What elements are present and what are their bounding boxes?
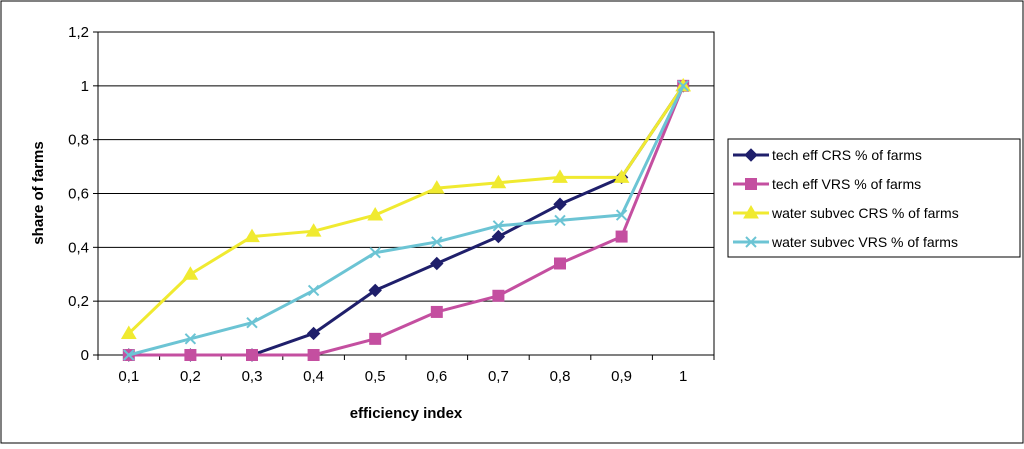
data-point bbox=[368, 283, 382, 298]
data-point bbox=[123, 349, 135, 361]
data-point bbox=[744, 148, 758, 162]
data-point bbox=[305, 223, 322, 237]
data-point bbox=[367, 207, 384, 221]
data-point bbox=[743, 205, 759, 219]
data-point bbox=[615, 209, 628, 221]
data-point bbox=[430, 256, 444, 271]
x-tick-label: 0,5 bbox=[365, 368, 386, 385]
data-point bbox=[307, 284, 320, 297]
data-point bbox=[554, 214, 566, 227]
x-axis-title: efficiency index bbox=[350, 405, 463, 422]
data-point bbox=[182, 266, 199, 280]
x-tick-label: 0,3 bbox=[242, 368, 263, 385]
y-tick-label: 0,8 bbox=[68, 132, 89, 149]
data-point bbox=[307, 349, 320, 361]
data-point bbox=[306, 326, 321, 341]
legend-entry: water subvec VRS % of farms bbox=[733, 234, 958, 250]
legend-box bbox=[727, 138, 1021, 258]
y-tick-label: 1,2 bbox=[68, 24, 89, 41]
x-tick-label: 0,4 bbox=[303, 368, 324, 385]
y-tick-label: 0,4 bbox=[68, 239, 89, 256]
x-axis-ticks: 0,1 0,2 0,3 0,4 0,5 0,6 0,7 0,8 0,9 1 bbox=[97, 355, 715, 385]
series-line bbox=[127, 84, 685, 335]
data-point bbox=[552, 169, 568, 183]
legend-label: water subvec VRS % of farms bbox=[771, 234, 958, 250]
x-tick-label: 0,9 bbox=[611, 368, 632, 385]
legend-entry: water subvec CRS % of farms bbox=[733, 205, 959, 221]
y-axis-title: share of farms bbox=[30, 141, 47, 244]
x-tick-label: 0,1 bbox=[118, 368, 139, 385]
series-4 bbox=[123, 80, 689, 361]
data-point bbox=[490, 174, 507, 189]
data-point bbox=[246, 316, 258, 329]
data-point bbox=[745, 178, 757, 190]
y-axis-ticks: 0 0,2 0,4 0,6 0,8 1 1,2 bbox=[68, 24, 98, 364]
x-tick-label: 0,8 bbox=[550, 368, 571, 385]
data-point bbox=[492, 289, 505, 302]
series-line bbox=[128, 85, 685, 357]
data-point bbox=[246, 349, 258, 361]
data-point bbox=[184, 333, 197, 345]
data-point bbox=[553, 197, 567, 211]
data-point bbox=[491, 229, 506, 244]
legend: tech eff CRS % of farms tech eff VRS % of… bbox=[727, 138, 1021, 258]
x-tick-label: 1 bbox=[679, 368, 687, 385]
data-point bbox=[613, 169, 630, 183]
legend-entry: tech eff CRS % of farms bbox=[733, 147, 922, 163]
series-layer bbox=[120, 77, 692, 362]
data-point bbox=[120, 325, 137, 339]
data-point bbox=[431, 236, 443, 248]
data-point bbox=[369, 247, 381, 259]
y-tick-label: 1 bbox=[81, 78, 89, 95]
legend-label: tech eff CRS % of farms bbox=[772, 147, 922, 163]
x-tick-label: 0,6 bbox=[426, 368, 447, 385]
y-tick-label: 0,6 bbox=[68, 186, 89, 203]
data-point bbox=[492, 220, 505, 232]
legend-entry: tech eff VRS % of farms bbox=[733, 176, 921, 192]
data-point bbox=[554, 257, 566, 270]
data-point bbox=[745, 236, 757, 248]
data-point bbox=[244, 228, 260, 243]
data-point bbox=[430, 305, 443, 318]
series-line bbox=[128, 85, 685, 357]
data-point bbox=[184, 349, 197, 361]
x-tick-label: 0,7 bbox=[488, 368, 509, 385]
data-point bbox=[369, 332, 382, 345]
legend-label: tech eff VRS % of farms bbox=[772, 176, 921, 192]
data-point bbox=[615, 230, 628, 243]
data-point bbox=[677, 80, 689, 92]
legend-label: water subvec CRS % of farms bbox=[771, 205, 959, 221]
y-tick-label: 0,2 bbox=[68, 293, 89, 310]
y-tick-label: 0 bbox=[81, 347, 89, 364]
data-point bbox=[428, 180, 445, 194]
x-tick-label: 0,2 bbox=[180, 368, 201, 385]
